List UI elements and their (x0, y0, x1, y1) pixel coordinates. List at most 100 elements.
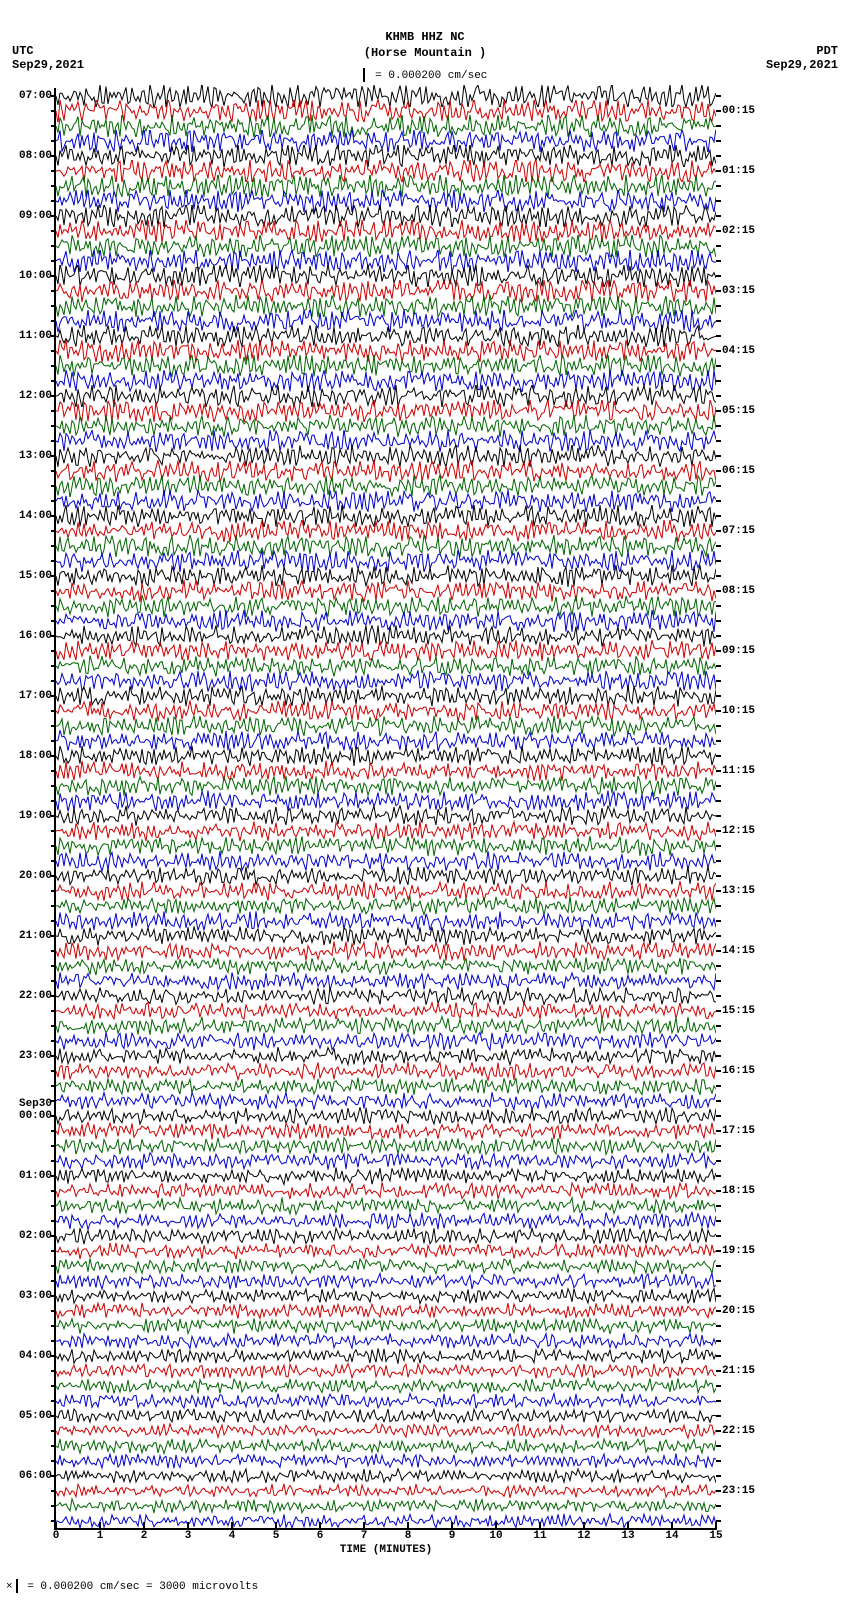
pdt-time-label: 16:15 (722, 1065, 770, 1077)
x-tick (187, 1522, 189, 1530)
y-tick (51, 290, 56, 292)
y-tick (51, 1340, 56, 1342)
y-tick (716, 725, 721, 727)
y-tick (716, 965, 721, 967)
y-tick (51, 350, 56, 352)
y-tick (716, 860, 721, 862)
y-tick (716, 290, 721, 292)
scale-text: = 0.000200 cm/sec (369, 70, 488, 82)
y-tick (716, 950, 721, 952)
pdt-time-label: 18:15 (722, 1185, 770, 1197)
x-tick (143, 1522, 145, 1530)
y-tick (716, 980, 721, 982)
utc-time-label: 21:00 (4, 930, 52, 942)
x-tick-label: 4 (222, 1530, 242, 1542)
y-tick (716, 605, 721, 607)
trace-row (56, 865, 716, 887)
y-tick (716, 215, 721, 217)
footer-bar-icon (16, 1579, 18, 1593)
trace-row (56, 1090, 716, 1112)
y-tick (716, 335, 721, 337)
trace-row (56, 1060, 716, 1082)
y-tick (51, 245, 56, 247)
pdt-time-label: 12:15 (722, 825, 770, 837)
trace-row (56, 535, 716, 557)
trace-row (56, 1435, 716, 1457)
trace-row (56, 1480, 716, 1502)
y-tick (51, 230, 56, 232)
y-tick (51, 710, 56, 712)
y-tick (51, 140, 56, 142)
y-tick (716, 1490, 721, 1492)
utc-time-label: 12:00 (4, 390, 52, 402)
trace-row (56, 415, 716, 437)
y-tick (716, 590, 721, 592)
trace-row (56, 445, 716, 467)
trace-row (56, 685, 716, 707)
y-tick (716, 1400, 721, 1402)
y-tick (716, 1220, 721, 1222)
pdt-time-label: 04:15 (722, 345, 770, 357)
trace-row (56, 880, 716, 902)
y-tick (716, 260, 721, 262)
trace-row (56, 385, 716, 407)
y-tick (51, 530, 56, 532)
utc-time-label: 07:00 (4, 90, 52, 102)
utc-time-label: 18:00 (4, 750, 52, 762)
utc-time-label: 11:00 (4, 330, 52, 342)
pdt-time-label: 07:15 (722, 525, 770, 537)
y-tick (716, 1355, 721, 1357)
y-tick (51, 1400, 56, 1402)
y-tick (716, 230, 721, 232)
trace-row (56, 1330, 716, 1352)
tz-right-date: Sep29,2021 (766, 58, 838, 72)
trace-row (56, 295, 716, 317)
x-tick-label: 8 (398, 1530, 418, 1542)
x-tick (407, 1522, 409, 1530)
y-tick (51, 200, 56, 202)
y-tick (51, 470, 56, 472)
trace-row (56, 475, 716, 497)
y-tick (716, 620, 721, 622)
trace-row (56, 505, 716, 527)
trace-row (56, 1045, 716, 1067)
utc-time-label: 20:00 (4, 870, 52, 882)
y-tick (51, 1010, 56, 1012)
utc-time-label: 16:00 (4, 630, 52, 642)
y-tick (51, 425, 56, 427)
y-tick (716, 1190, 721, 1192)
trace-row (56, 370, 716, 392)
y-tick (51, 1085, 56, 1087)
pdt-time-label: 21:15 (722, 1365, 770, 1377)
y-tick (716, 1055, 721, 1057)
y-tick (716, 350, 721, 352)
trace-row (56, 190, 716, 212)
y-tick (51, 1430, 56, 1432)
trace-row (56, 1465, 716, 1487)
trace-row (56, 1405, 716, 1427)
x-tick-label: 10 (486, 1530, 506, 1542)
y-tick (51, 1265, 56, 1267)
trace-row (56, 715, 716, 737)
x-tick (671, 1522, 673, 1530)
x-tick-label: 12 (574, 1530, 594, 1542)
header: KHMB HHZ NC (Horse Mountain ) (0, 30, 850, 61)
utc-time-label: 15:00 (4, 570, 52, 582)
utc-time-label: 19:00 (4, 810, 52, 822)
trace-row (56, 895, 716, 917)
pdt-time-label: 20:15 (722, 1305, 770, 1317)
trace-row (56, 250, 716, 272)
station-code: KHMB HHZ NC (0, 30, 850, 46)
y-tick (51, 1190, 56, 1192)
trace-row (56, 580, 716, 602)
trace-row (56, 130, 716, 152)
x-tick-label: 14 (662, 1530, 682, 1542)
trace-row (56, 340, 716, 362)
y-tick (51, 605, 56, 607)
y-tick (716, 530, 721, 532)
y-tick (716, 1085, 721, 1087)
x-tick-label: 1 (90, 1530, 110, 1542)
x-tick-label: 13 (618, 1530, 638, 1542)
tz-left-date: Sep29,2021 (12, 58, 84, 72)
trace-row (56, 490, 716, 512)
